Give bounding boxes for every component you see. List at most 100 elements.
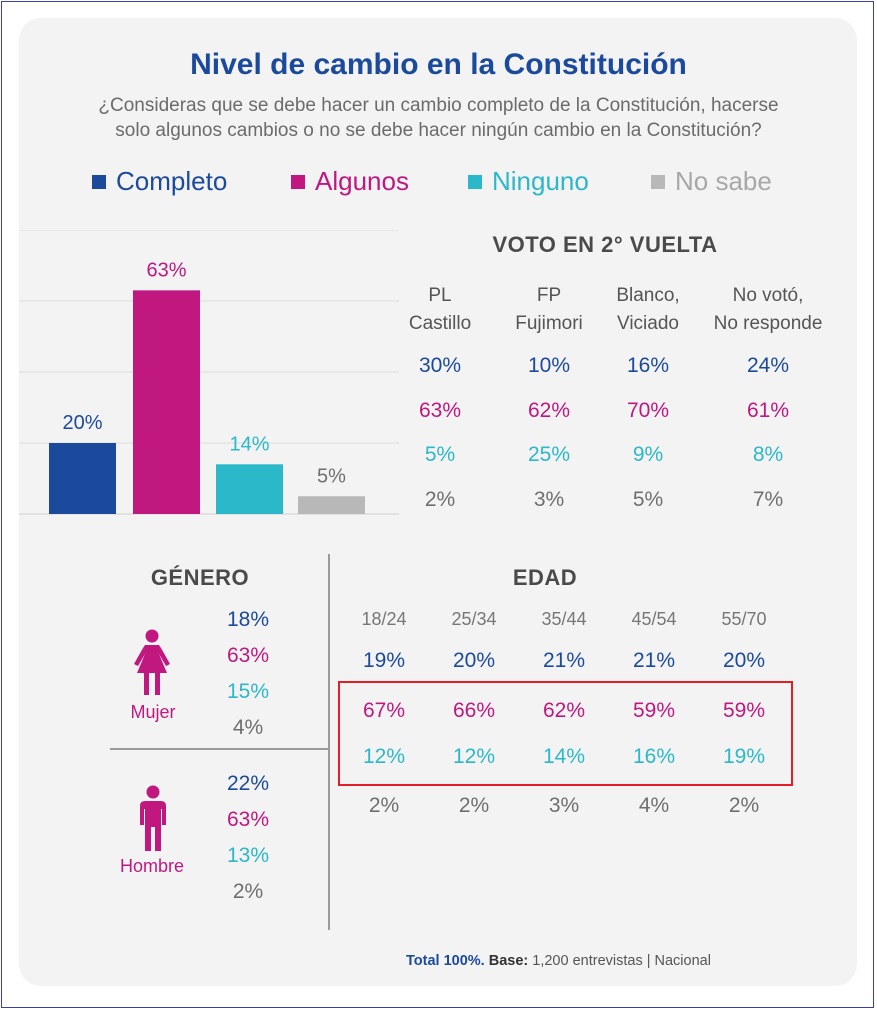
vote-cell: 25% xyxy=(527,443,571,466)
vote-cell: 5% xyxy=(632,488,664,511)
gender-value: 15% xyxy=(226,680,270,703)
age-cell: 20% xyxy=(452,649,496,672)
legend-label-nosabe: No sabe xyxy=(675,166,772,196)
bar-no-sabe xyxy=(298,496,365,514)
legend-item-ninguno: Ninguno xyxy=(468,166,589,197)
bar-completo xyxy=(49,443,116,514)
age-cell: 19% xyxy=(362,649,406,672)
vote-cell: 61% xyxy=(746,399,790,422)
gender-label-hombre: Hombre xyxy=(119,856,185,876)
gender-value: 22% xyxy=(226,772,270,795)
vote-column-header: Blanco, Viciado xyxy=(588,282,708,338)
age-cell: 2% xyxy=(368,794,400,817)
age-cell: 66% xyxy=(452,699,496,722)
vote-column-header-line2: No responde xyxy=(713,313,823,334)
age-cell: 3% xyxy=(548,794,580,817)
gender-value: 18% xyxy=(226,608,270,631)
legend-label-completo: Completo xyxy=(116,166,228,196)
age-cell: 67% xyxy=(362,699,406,722)
legend-label-ninguno: Ninguno xyxy=(492,166,589,196)
age-column-header: 25/34 xyxy=(451,609,497,629)
vote-column-header-line1: FP xyxy=(536,285,562,306)
age-column-header: 35/44 xyxy=(541,609,587,629)
gender-value: 4% xyxy=(232,716,264,739)
bar-ninguno xyxy=(216,464,283,514)
section-divider-vertical xyxy=(328,554,330,930)
age-cell: 19% xyxy=(722,745,766,768)
gender-value: 2% xyxy=(232,880,264,903)
bar-label: 20% xyxy=(62,412,102,434)
age-cell: 20% xyxy=(722,649,766,672)
legend-swatch-nosabe xyxy=(651,174,665,189)
age-title: EDAD xyxy=(512,565,578,590)
age-cell: 16% xyxy=(632,745,676,768)
age-cell: 21% xyxy=(542,649,586,672)
bar-label: 63% xyxy=(146,259,186,281)
vote-column-header: No votó, No responde xyxy=(708,282,828,338)
subtitle-line-2: solo algunos cambios o no se debe hacer … xyxy=(115,120,762,141)
legend-item-nosabe: No sabe xyxy=(651,166,772,197)
age-cell: 2% xyxy=(458,794,490,817)
chart-title: Nivel de cambio en la Constitución xyxy=(190,48,687,81)
vote-cell: 16% xyxy=(626,354,670,377)
legend-item-completo: Completo xyxy=(92,166,227,197)
age-cell: 62% xyxy=(542,699,586,722)
vote-column-header: PL Castillo xyxy=(380,282,500,338)
vote-cell: 62% xyxy=(527,399,571,422)
legend-swatch-ninguno xyxy=(468,174,482,189)
vote-cell: 3% xyxy=(533,488,565,511)
footer-base-value: 1,200 entrevistas | Nacional xyxy=(532,953,711,969)
age-column-header: 18/24 xyxy=(361,609,407,629)
male-icon xyxy=(140,785,166,851)
vote-cell: 63% xyxy=(418,399,462,422)
gender-value: 63% xyxy=(226,644,270,667)
legend-swatch-completo xyxy=(92,174,106,189)
legend-swatch-algunos xyxy=(291,174,305,189)
vote-cell: 70% xyxy=(626,399,670,422)
age-cell: 12% xyxy=(362,745,406,768)
vote-cell: 2% xyxy=(424,488,456,511)
vote-column-header-line2: Castillo xyxy=(408,313,472,334)
section-divider-gender xyxy=(110,748,328,750)
bar-label: 5% xyxy=(317,465,346,487)
age-cell: 2% xyxy=(728,794,760,817)
highlight-box xyxy=(338,681,793,786)
gender-value: 13% xyxy=(226,844,270,867)
vote-column-header-line1: PL xyxy=(428,285,452,306)
age-cell: 59% xyxy=(722,699,766,722)
age-cell: 21% xyxy=(632,649,676,672)
overall-bar-chart: 20% 63% 14% 5% xyxy=(19,230,399,515)
footer-note: Total 100%. Base: 1,200 entrevistas | Na… xyxy=(406,953,711,969)
footer-total: Total 100%. xyxy=(406,953,485,969)
age-column-header: 45/54 xyxy=(631,609,677,629)
gender-value: 63% xyxy=(226,808,270,831)
vote-cell: 24% xyxy=(746,354,790,377)
vote-column-header-line1: Blanco, xyxy=(616,285,680,306)
legend-label-algunos: Algunos xyxy=(315,166,409,196)
vote-cell: 5% xyxy=(424,443,456,466)
vote-table-title: VOTO EN 2° VUELTA xyxy=(492,232,718,257)
age-cell: 4% xyxy=(638,794,670,817)
gender-title: GÉNERO xyxy=(150,565,250,590)
age-cell: 14% xyxy=(542,745,586,768)
vote-cell: 7% xyxy=(752,488,784,511)
legend: Completo Algunos Ninguno No sabe xyxy=(0,166,877,196)
bar-algunos xyxy=(133,290,200,514)
gender-label-mujer: Mujer xyxy=(130,702,176,722)
vote-column-header-line2: Fujimori xyxy=(515,313,583,334)
footer-base-label: Base: xyxy=(488,953,529,969)
vote-column-header-line1: No votó, xyxy=(732,285,804,306)
age-cell: 12% xyxy=(452,745,496,768)
legend-item-algunos: Algunos xyxy=(291,166,409,197)
bar-label: 14% xyxy=(229,433,269,455)
vote-cell: 30% xyxy=(418,354,462,377)
vote-cell: 8% xyxy=(752,443,784,466)
vote-cell: 10% xyxy=(527,354,571,377)
age-column-header: 55/70 xyxy=(721,609,767,629)
subtitle-line-1: ¿Consideras que se debe hacer un cambio … xyxy=(98,95,779,116)
vote-column-header: FP Fujimori xyxy=(489,282,609,338)
vote-cell: 9% xyxy=(632,443,664,466)
age-cell: 59% xyxy=(632,699,676,722)
chart-subtitle: ¿Consideras que se debe hacer un cambio … xyxy=(30,93,847,143)
